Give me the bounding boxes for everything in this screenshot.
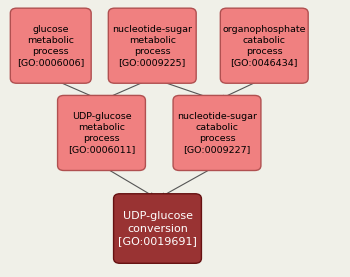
FancyBboxPatch shape <box>108 8 196 83</box>
Text: UDP-glucose
conversion
[GO:0019691]: UDP-glucose conversion [GO:0019691] <box>118 211 197 246</box>
Text: UDP-glucose
metabolic
process
[GO:0006011]: UDP-glucose metabolic process [GO:000601… <box>68 112 135 154</box>
Text: organophosphate
catabolic
process
[GO:0046434]: organophosphate catabolic process [GO:00… <box>223 25 306 67</box>
FancyBboxPatch shape <box>173 95 261 170</box>
FancyBboxPatch shape <box>113 194 202 263</box>
Text: nucleotide-sugar
catabolic
process
[GO:0009227]: nucleotide-sugar catabolic process [GO:0… <box>177 112 257 154</box>
Text: glucose
metabolic
process
[GO:0006006]: glucose metabolic process [GO:0006006] <box>17 25 84 67</box>
Text: nucleotide-sugar
metabolic
process
[GO:0009225]: nucleotide-sugar metabolic process [GO:0… <box>112 25 192 67</box>
FancyBboxPatch shape <box>220 8 308 83</box>
FancyBboxPatch shape <box>10 8 91 83</box>
FancyBboxPatch shape <box>57 95 145 170</box>
